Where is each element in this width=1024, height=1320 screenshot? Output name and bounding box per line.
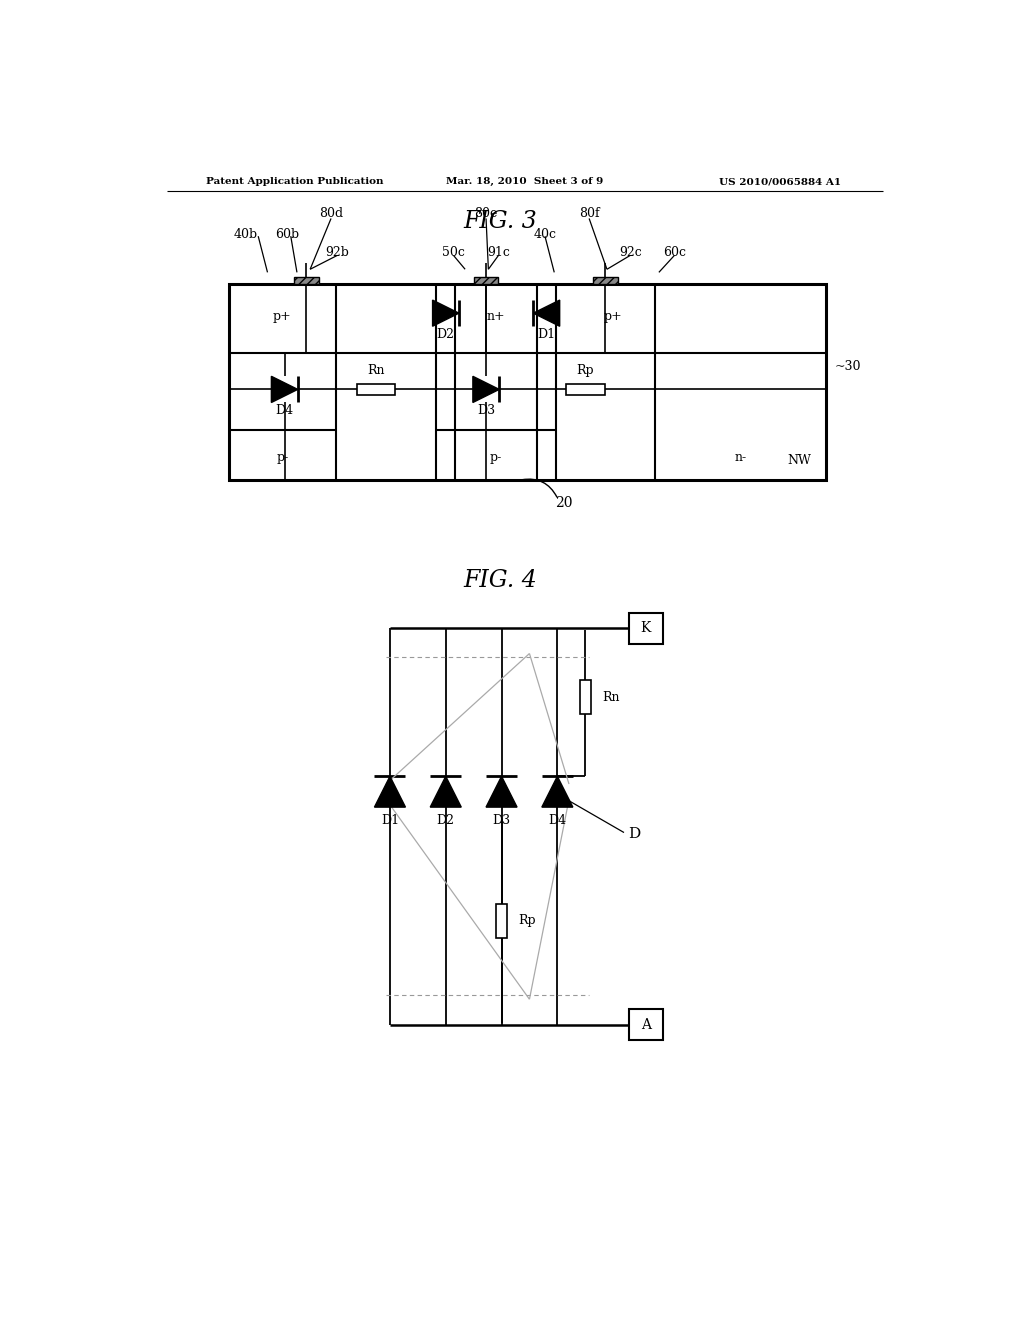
Text: 40c: 40c xyxy=(534,228,556,242)
Text: 80f: 80f xyxy=(579,207,599,220)
Text: 92c: 92c xyxy=(618,246,642,259)
Text: Rn: Rn xyxy=(602,690,620,704)
Text: US 2010/0065884 A1: US 2010/0065884 A1 xyxy=(719,177,841,186)
Bar xyxy=(228,284,825,480)
Text: Mar. 18, 2010  Sheet 3 of 9: Mar. 18, 2010 Sheet 3 of 9 xyxy=(446,177,603,186)
Bar xyxy=(356,384,395,395)
Bar xyxy=(629,612,663,644)
Text: p+: p+ xyxy=(272,310,292,323)
Bar xyxy=(580,680,591,714)
Polygon shape xyxy=(375,776,406,807)
Text: D1: D1 xyxy=(381,814,399,828)
Text: Rp: Rp xyxy=(518,915,537,928)
Text: 91c: 91c xyxy=(487,246,510,259)
Polygon shape xyxy=(486,776,517,807)
Text: p+: p+ xyxy=(604,310,623,323)
Text: 80e: 80e xyxy=(474,207,498,220)
Bar xyxy=(593,277,617,284)
Bar xyxy=(629,1010,663,1040)
Text: D4: D4 xyxy=(548,814,566,828)
Polygon shape xyxy=(473,376,500,403)
Text: n+: n+ xyxy=(486,310,506,323)
Text: D1: D1 xyxy=(538,329,556,342)
Text: D4: D4 xyxy=(275,404,294,417)
Text: A: A xyxy=(641,1018,650,1032)
Text: 80d: 80d xyxy=(319,207,343,220)
Text: D2: D2 xyxy=(437,329,455,342)
Text: D3: D3 xyxy=(493,814,511,828)
Bar xyxy=(566,384,604,395)
Text: 92b: 92b xyxy=(326,246,349,259)
Text: D: D xyxy=(628,828,640,841)
Bar xyxy=(496,904,507,937)
Text: p-: p- xyxy=(490,450,502,463)
Text: 60c: 60c xyxy=(663,246,686,259)
Polygon shape xyxy=(542,776,572,807)
Text: Patent Application Publication: Patent Application Publication xyxy=(206,177,383,186)
Polygon shape xyxy=(271,376,298,403)
Text: 20: 20 xyxy=(555,496,572,511)
Text: NW: NW xyxy=(787,454,812,467)
Text: Rn: Rn xyxy=(368,364,385,378)
Text: K: K xyxy=(641,622,651,635)
Polygon shape xyxy=(534,300,560,326)
Bar xyxy=(474,277,499,284)
Text: 50c: 50c xyxy=(442,246,465,259)
Text: D2: D2 xyxy=(437,814,455,828)
Text: p-: p- xyxy=(276,450,289,463)
Text: n-: n- xyxy=(734,450,746,463)
Bar xyxy=(294,277,318,284)
Text: 60b: 60b xyxy=(274,228,299,242)
Polygon shape xyxy=(432,300,459,326)
Polygon shape xyxy=(430,776,461,807)
Text: Rp: Rp xyxy=(577,364,594,378)
Text: ~30: ~30 xyxy=(835,360,861,372)
Text: FIG. 4: FIG. 4 xyxy=(463,569,537,591)
Text: FIG. 3: FIG. 3 xyxy=(463,210,537,234)
Text: D3: D3 xyxy=(477,404,496,417)
Text: 40b: 40b xyxy=(233,228,258,242)
